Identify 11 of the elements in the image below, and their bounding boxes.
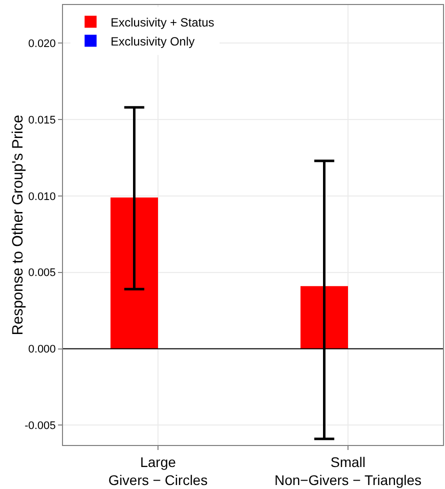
y-tick-label: 0.015 <box>28 114 56 126</box>
y-tick-label: -0.005 <box>24 420 56 432</box>
legend-label: Exclusivity + Status <box>110 15 214 30</box>
y-tick-label: 0.020 <box>28 38 56 50</box>
legend-label: Exclusivity Only <box>110 34 195 48</box>
x-tick-label: Large Givers − Circles <box>108 454 208 488</box>
y-tick-label: 0.000 <box>28 344 56 356</box>
x-tick-label: Small Non−Givers − Triangles <box>274 454 422 488</box>
y-axis-title: Response to Other Group's Price <box>9 114 26 336</box>
y-tick-label: 0.010 <box>28 190 56 203</box>
y-tick-label: 0.005 <box>28 267 56 280</box>
